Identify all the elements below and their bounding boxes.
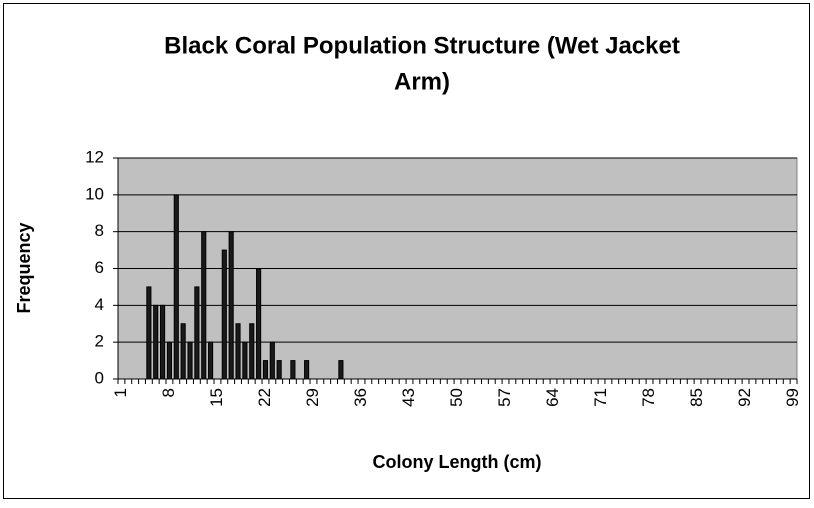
bar — [304, 360, 310, 380]
bar — [269, 341, 275, 380]
x-tick-label: 36 — [351, 388, 370, 407]
x-tick-label: 22 — [255, 388, 274, 407]
x-tick-label: 8 — [159, 388, 178, 397]
y-tick-label: 12 — [85, 147, 104, 166]
x-tick-label: 1 — [111, 388, 130, 397]
y-tick-label: 8 — [95, 221, 104, 240]
bar — [235, 323, 241, 380]
x-tick-label: 57 — [495, 388, 514, 407]
x-axis-label: Colony Length (cm) — [373, 452, 542, 472]
x-tick-label: 78 — [639, 388, 658, 407]
y-tick-label: 6 — [95, 258, 104, 277]
bar — [290, 360, 296, 380]
x-tick-label: 71 — [591, 388, 610, 407]
y-tick-label: 0 — [95, 368, 104, 387]
x-tick-label: 64 — [543, 388, 562, 407]
bar — [338, 360, 344, 380]
bar — [201, 231, 207, 380]
bar — [249, 323, 255, 380]
bar — [208, 341, 214, 380]
x-tick-label: 29 — [303, 388, 322, 407]
bar — [221, 249, 227, 380]
x-tick-label: 50 — [447, 388, 466, 407]
bar — [173, 194, 179, 380]
bar — [146, 286, 152, 380]
bar — [262, 360, 269, 380]
x-tick-label: 85 — [687, 388, 706, 407]
y-axis-label: Frequency — [14, 222, 34, 313]
bar — [160, 304, 166, 380]
x-tick-label: 92 — [735, 388, 754, 407]
bar — [153, 304, 159, 380]
bar — [276, 360, 282, 380]
bar — [194, 286, 200, 380]
x-tick-label: 99 — [783, 388, 802, 407]
y-tick-label: 10 — [85, 184, 104, 203]
x-tick-label: 43 — [399, 388, 418, 407]
x-tick-label: 15 — [207, 388, 226, 407]
bar — [228, 231, 234, 380]
bar — [242, 341, 248, 380]
bar — [256, 268, 262, 380]
chart-title: Arm) — [394, 68, 450, 95]
chart-title: Black Coral Population Structure (Wet Ja… — [164, 32, 680, 59]
y-tick-label: 2 — [95, 332, 104, 351]
y-tick-label: 4 — [95, 295, 104, 314]
bar — [180, 323, 186, 380]
bar — [187, 341, 193, 380]
bar — [166, 341, 172, 380]
